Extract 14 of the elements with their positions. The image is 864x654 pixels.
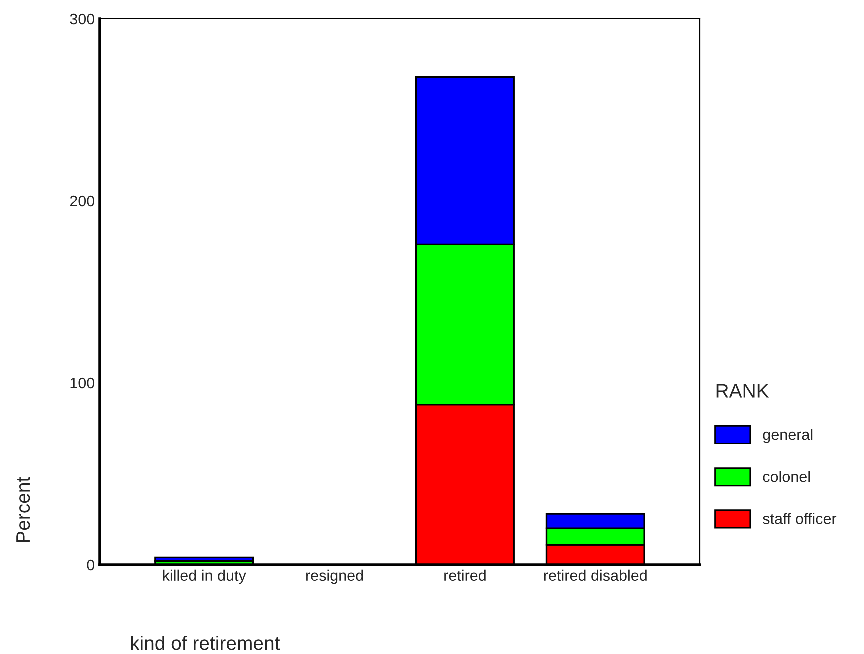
x-tick-label: retired [444,570,486,582]
x-tick-label: killed in duty [163,570,246,584]
legend-title: RANK [716,384,770,398]
y-tick-label: 100 [70,378,95,389]
y-tick-label: 0 [87,560,95,571]
x-tick-label: retired disabled [544,570,647,582]
legend-label: colonel [763,471,810,482]
x-tick-label: resigned [306,570,364,584]
y-tick-label: 200 [70,196,95,207]
legend-label: staff officer [763,513,837,524]
x-axis-title: kind of retirement [131,636,280,650]
legend-label: general [763,429,813,444]
y-tick-label: 300 [70,14,95,25]
y-axis-title: Percent [16,477,30,542]
